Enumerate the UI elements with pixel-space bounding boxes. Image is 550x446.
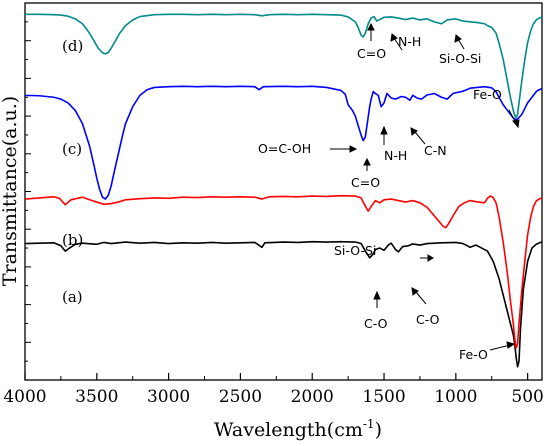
- x-tick-label: 2500: [219, 387, 262, 407]
- annotation-c-eq-o-c: C=O: [351, 175, 380, 190]
- annotation-c-eq-o-d: C=O: [357, 46, 386, 61]
- annotation-o-c-oh: O=C-OH: [258, 141, 311, 156]
- curve-label-b: (b): [62, 231, 83, 249]
- annotation-si-o-si-d: Si-O-Si: [439, 51, 481, 66]
- x-tick-label: 1500: [362, 387, 405, 407]
- series-line-c: [24, 85, 543, 200]
- curve-label-d: (d): [62, 37, 83, 55]
- curve-label-a: (a): [62, 288, 83, 306]
- axis-ticks: [24, 21, 529, 380]
- series-line-b: [24, 194, 543, 349]
- annotation-c-o-1: C-O: [364, 316, 388, 331]
- x-tick-label: 1000: [434, 387, 477, 407]
- annotation-n-h-c: N-H: [384, 148, 407, 163]
- x-tick-label: 2000: [291, 387, 334, 407]
- x-tick-label: 3000: [147, 387, 190, 407]
- x-tick-label: 500: [511, 387, 543, 407]
- series-line-d: [25, 13, 543, 119]
- annotation-c-o-2: C-O: [416, 312, 440, 327]
- x-tick-labels: 4000 3500 3000 2500 2000 1500 1000 500: [3, 387, 543, 407]
- annotation-fe-o-a: Fe-O: [459, 347, 488, 362]
- x-axis-title-superscript: -1: [363, 417, 375, 431]
- x-tick-label: 3500: [75, 387, 118, 407]
- annotation-si-o-si-a: Si-O-Si: [334, 243, 376, 258]
- x-axis-title: Wavelength(cm-1): [214, 417, 382, 441]
- series-line-a: [24, 240, 543, 368]
- x-axis-title-main: Wavelength(cm: [214, 419, 363, 441]
- annotation-fe-o-d: Fe-O: [473, 87, 502, 102]
- annotation-c-n: C-N: [424, 143, 447, 158]
- y-axis-title: Transmittance(a.u.): [0, 96, 21, 286]
- x-tick-label: 4000: [3, 387, 46, 407]
- x-axis-title-close: ): [375, 419, 382, 441]
- annotation-n-h-d: N-H: [398, 34, 421, 49]
- curve-label-c: (c): [62, 140, 82, 158]
- annotation-arrows: [330, 22, 520, 351]
- series-layer: [24, 13, 543, 368]
